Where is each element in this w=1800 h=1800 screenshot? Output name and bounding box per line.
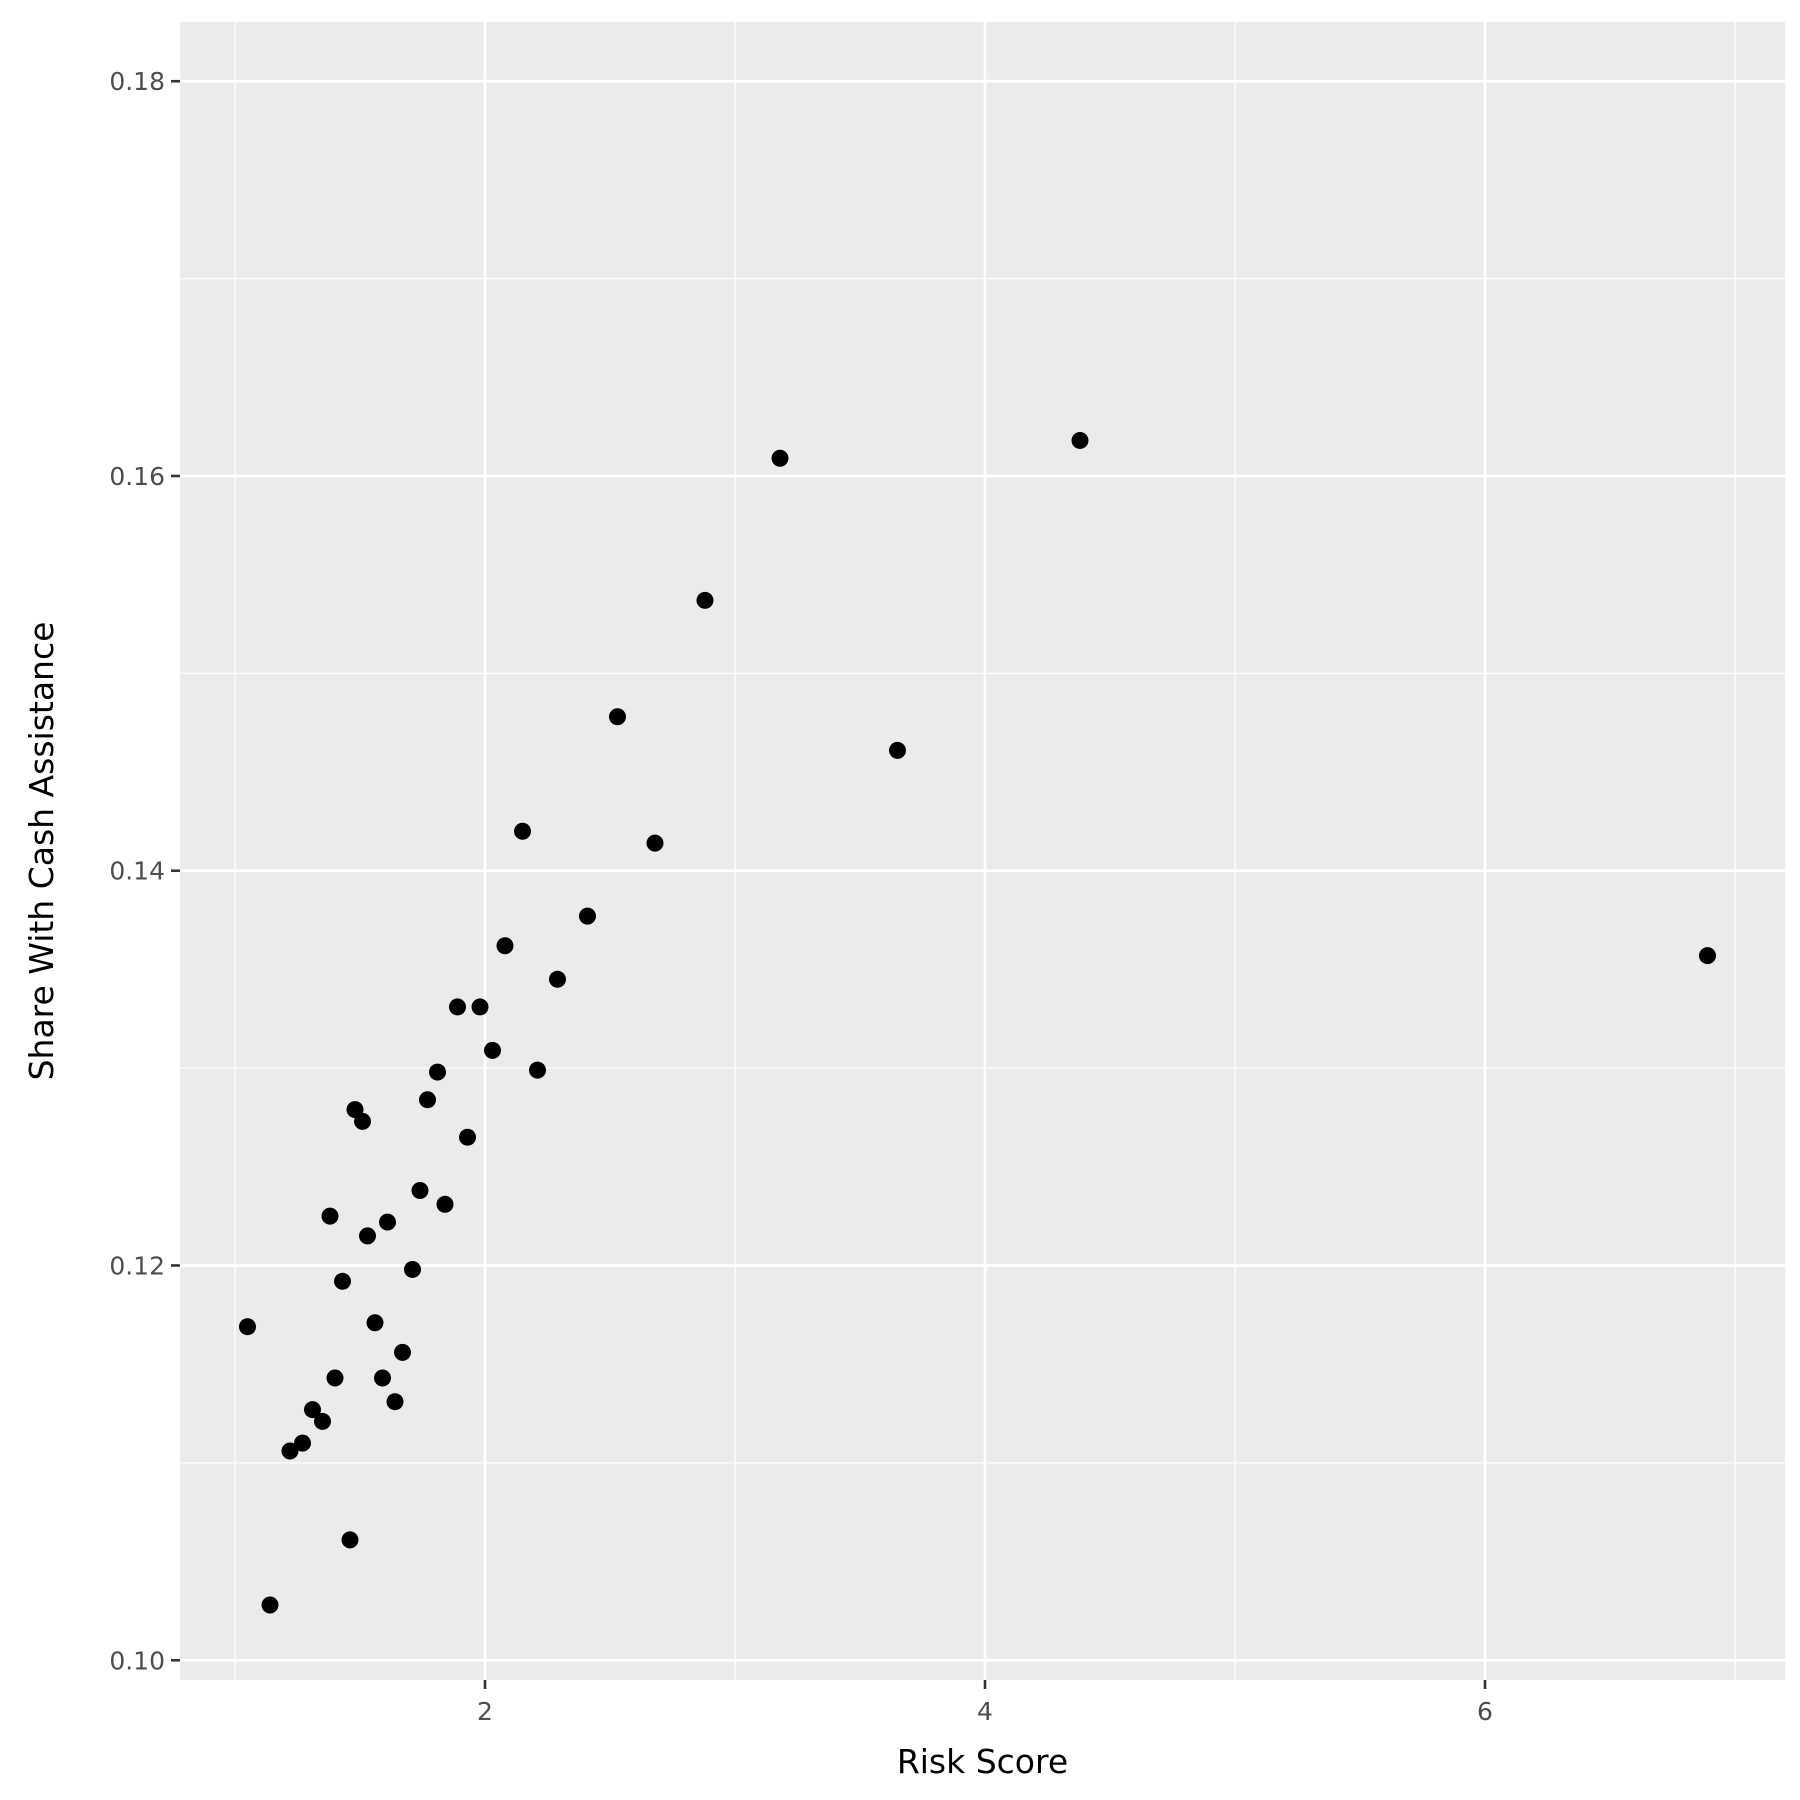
data-point <box>304 1401 321 1419</box>
data-point <box>239 1318 256 1336</box>
data-point <box>1699 947 1716 965</box>
data-point <box>386 1393 404 1411</box>
data-point <box>496 937 514 955</box>
data-point <box>354 1112 371 1130</box>
x-axis-title: Risk Score <box>897 1742 1068 1781</box>
data-point <box>404 1260 421 1278</box>
data-point <box>394 1343 411 1361</box>
data-point <box>379 1213 396 1231</box>
major-gridlines <box>180 22 1785 1680</box>
data-point <box>341 1531 359 1549</box>
data-point <box>471 998 489 1016</box>
x-tick-label: 4 <box>977 1697 993 1726</box>
y-axis: 0.10 0.12 0.14 0.16 0.18 <box>109 67 180 1675</box>
data-point <box>579 907 596 925</box>
data-points <box>239 431 1716 1614</box>
y-axis-title: Share With Cash Assistance <box>22 622 61 1081</box>
data-point <box>771 449 789 467</box>
x-tick-label: 6 <box>1477 1697 1493 1726</box>
y-tick-label: 0.16 <box>109 462 165 491</box>
data-point <box>366 1314 384 1332</box>
data-point <box>646 834 664 852</box>
y-tick-label: 0.10 <box>109 1646 165 1675</box>
data-point <box>1071 431 1089 449</box>
data-point <box>484 1041 501 1059</box>
data-point <box>321 1207 339 1225</box>
data-point <box>314 1412 331 1430</box>
data-point <box>261 1596 279 1614</box>
data-point <box>374 1369 391 1387</box>
data-point <box>359 1227 376 1245</box>
x-tick-label: 2 <box>477 1697 493 1726</box>
data-point <box>609 708 626 726</box>
data-point <box>326 1369 344 1387</box>
data-point <box>294 1434 311 1452</box>
data-point <box>459 1128 476 1146</box>
data-point <box>429 1063 446 1081</box>
data-point <box>436 1195 454 1213</box>
data-point <box>334 1272 351 1290</box>
data-point <box>419 1091 436 1109</box>
data-point <box>411 1181 429 1199</box>
x-axis: 2 4 6 <box>477 1680 1493 1726</box>
data-point <box>449 998 466 1016</box>
data-point <box>549 970 566 988</box>
data-point <box>281 1442 299 1460</box>
data-point <box>696 591 714 609</box>
y-tick-label: 0.18 <box>109 67 165 96</box>
y-tick-label: 0.12 <box>109 1252 165 1281</box>
data-point <box>889 741 906 759</box>
data-point <box>514 822 531 840</box>
y-tick-label: 0.14 <box>109 857 165 886</box>
plot-panel <box>180 22 1785 1680</box>
minor-gridlines <box>180 22 1785 1680</box>
data-point <box>529 1061 546 1079</box>
